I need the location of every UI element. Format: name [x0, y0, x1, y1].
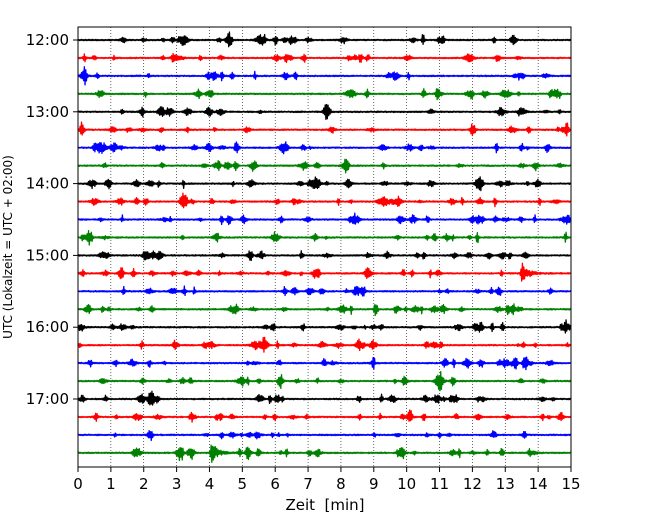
trace-line: [77, 285, 572, 297]
x-tick-label: 8: [336, 475, 346, 493]
trace-line: [77, 66, 572, 86]
trace-line: [77, 176, 572, 192]
y-tick-label: 15:00: [26, 246, 69, 264]
trace-line: [77, 230, 572, 246]
x-tick-label: 15: [561, 475, 580, 493]
trace-line: [77, 31, 572, 48]
x-axis: 0 1 2 3 4 5 6 7 8 9 10 11 12 13 14 15: [73, 467, 581, 493]
plot-frame: [77, 26, 572, 468]
y-tick-label: 14:00: [26, 175, 69, 193]
y-tick-label: 12:00: [26, 31, 69, 49]
traces: [77, 31, 572, 464]
x-tick-label: 1: [106, 475, 116, 493]
trace-line: [77, 103, 572, 120]
x-tick-label: 10: [397, 475, 416, 493]
x-tick-label: 2: [139, 475, 149, 493]
trace-line: [77, 371, 572, 392]
trace-line: [77, 158, 572, 174]
x-tick-label: 11: [430, 475, 449, 493]
x-tick-label: 3: [172, 475, 182, 493]
trace-line: [77, 121, 572, 137]
x-tick-label: 7: [303, 475, 313, 493]
trace-line: [77, 409, 572, 423]
x-tick-label: 14: [529, 475, 548, 493]
x-tick-label: 13: [496, 475, 515, 493]
trace-line: [77, 250, 572, 262]
trace-line: [77, 52, 572, 64]
trace-line: [77, 430, 572, 442]
y-tick-label: 13:00: [26, 103, 69, 121]
trace-line: [77, 262, 572, 282]
y-tick-label: 16:00: [26, 318, 69, 336]
trace-line: [77, 319, 572, 334]
y-axis: 12:00 13:00 14:00 15:00 16:00 17:00: [26, 31, 78, 408]
y-tick-label: 17:00: [26, 390, 69, 408]
trace-line: [77, 390, 572, 406]
trace-line: [77, 336, 572, 353]
trace-line: [77, 88, 572, 101]
x-tick-label: 5: [238, 475, 248, 493]
trace-line: [77, 356, 572, 371]
x-axis-label: Zeit [min]: [285, 496, 364, 514]
trace-line: [77, 303, 572, 317]
x-tick-label: 0: [73, 475, 83, 493]
trace-line: [77, 192, 572, 209]
x-tick-label: 9: [369, 475, 379, 493]
y-axis-label: UTC (Lokalzeit = UTC + 02:00): [1, 155, 15, 339]
grid-lines: [110, 27, 539, 467]
x-tick-label: 6: [270, 475, 280, 493]
trace-line: [77, 141, 572, 155]
trace-line: [77, 212, 572, 226]
x-tick-label: 4: [205, 475, 215, 493]
x-tick-label: 12: [463, 475, 482, 493]
trace-line: [77, 444, 572, 464]
